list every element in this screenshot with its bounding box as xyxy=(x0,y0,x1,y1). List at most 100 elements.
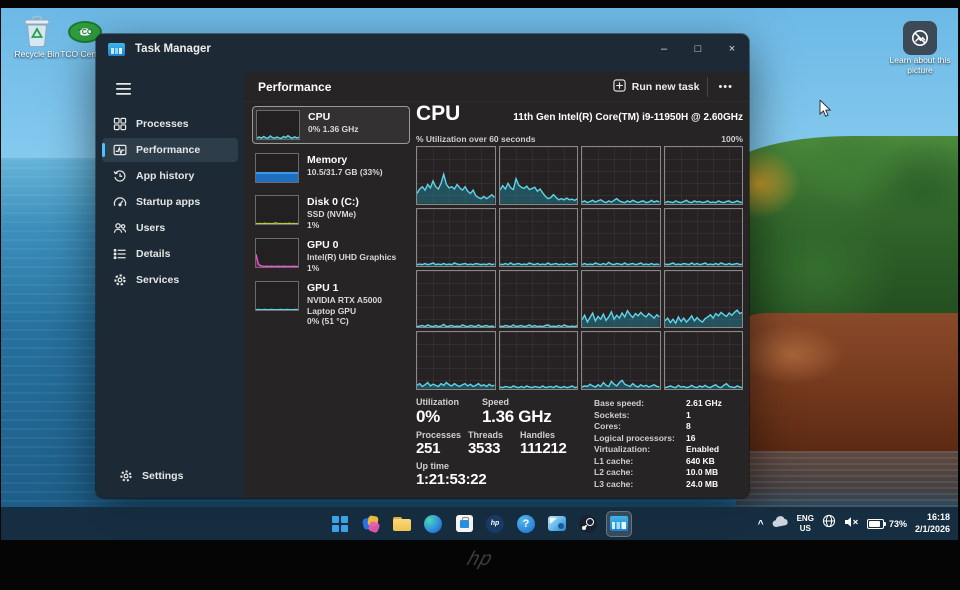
taskbar-app-task-manager[interactable] xyxy=(607,511,631,536)
stat-label: Sockets: xyxy=(594,409,630,420)
taskbar-app-mail[interactable] xyxy=(545,512,569,536)
device-item-gpu1[interactable]: GPU 1 NVIDIA RTX A5000 Laptop GPU 0% (51… xyxy=(252,278,410,330)
start-button[interactable] xyxy=(328,512,352,536)
stat-value: 0% xyxy=(416,407,440,426)
get-help-icon: ? xyxy=(517,514,535,533)
performance-icon xyxy=(112,143,127,158)
sidebar-item-performance[interactable]: Performance xyxy=(102,138,238,162)
network-globe-icon[interactable] xyxy=(822,514,836,533)
taskbar-app-edge[interactable] xyxy=(421,512,445,536)
taskbar-app-steam[interactable] xyxy=(576,512,600,536)
steam-icon xyxy=(579,514,597,533)
stat-value: 8 xyxy=(686,421,691,431)
sidebar-item-label: Services xyxy=(136,274,180,286)
cpu-graph-cell xyxy=(498,207,578,267)
device-item-gpu0[interactable]: GPU 0 Intel(R) UHD Graphics 1% xyxy=(252,235,410,276)
run-new-task-button[interactable]: Run new task xyxy=(605,75,708,99)
stat-label: Utilization xyxy=(416,397,459,407)
task-manager-icon xyxy=(610,516,628,531)
cpu-graph-cell xyxy=(498,146,578,205)
app-history-icon xyxy=(112,169,127,184)
stat-label: Cores: xyxy=(594,421,621,431)
stat-value: 3533 xyxy=(468,439,501,457)
sidebar-item-label: Startup apps xyxy=(136,196,201,208)
performance-panel: Performance Run new task ••• xyxy=(244,72,749,498)
desktop-icon-tco-certified[interactable]: TCO TCO Certifi... xyxy=(59,14,111,60)
battery-indicator[interactable]: 73% xyxy=(866,518,907,529)
minimize-button[interactable]: – xyxy=(660,43,668,55)
sidebar-item-label: Processes xyxy=(136,118,189,130)
windows-start-icon xyxy=(332,515,348,532)
stat-value: 16 xyxy=(686,432,696,443)
sidebar-item-processes[interactable]: Processes xyxy=(102,112,238,136)
cpu-graph-cell xyxy=(663,207,743,267)
memory-mini-graph xyxy=(255,153,299,183)
device-item-disk0[interactable]: Disk 0 (C:) SSD (NVMe) 1% xyxy=(252,192,410,233)
stat-label: Handles xyxy=(520,429,556,440)
taskbar-app-microsoft-store[interactable] xyxy=(452,512,476,536)
stat-label: Base speed: xyxy=(594,398,645,408)
hp-icon: hp xyxy=(486,514,504,533)
stat-label: Speed xyxy=(482,397,510,407)
onedrive-cloud-icon[interactable] xyxy=(772,515,789,533)
logical-processor-graphs[interactable] xyxy=(416,146,743,390)
desktop-icon-recycle-bin[interactable]: Recycle Bin xyxy=(11,14,63,60)
wallpaper-cliffs xyxy=(736,313,958,451)
window-titlebar[interactable]: Task Manager – □ × xyxy=(96,34,749,64)
desktop-icon-label: Recycle Bin xyxy=(14,50,60,59)
sidebar-item-startup-apps[interactable]: Startup apps xyxy=(102,190,238,214)
performance-device-list: CPU 0% 1.36 GHz Memory 10.5/31.7 GB (33%… xyxy=(252,102,412,498)
stat-value: 10.0 MB xyxy=(686,467,719,477)
cpu-graph-cell xyxy=(663,146,743,205)
desktop-icon-label: Learn about this picture xyxy=(889,56,951,75)
cpu-mini-graph xyxy=(256,110,300,140)
volume-muted-icon[interactable] xyxy=(844,515,859,533)
more-options-button[interactable]: ••• xyxy=(707,76,743,97)
sidebar-item-app-history[interactable]: App history xyxy=(102,164,238,188)
cpu-graph-cell xyxy=(663,331,743,390)
stat-label: Virtualization: xyxy=(594,444,651,454)
cpu-stats: Utilization 0% Speed 1.36 GHz xyxy=(416,397,743,490)
taskbar-app-file-explorer[interactable] xyxy=(390,512,414,536)
hamburger-menu-icon[interactable] xyxy=(110,76,136,102)
cpu-graph-cell xyxy=(498,269,578,329)
taskbar-app-get-help[interactable]: ? xyxy=(514,512,538,536)
sidebar-item-services[interactable]: Services xyxy=(102,268,238,292)
processes-icon xyxy=(112,117,127,132)
edge-icon xyxy=(424,514,442,533)
sidebar-item-details[interactable]: Details xyxy=(102,242,238,266)
gpu0-mini-graph xyxy=(255,238,299,268)
taskbar-app-photos[interactable] xyxy=(359,512,383,536)
sidebar-item-label: Details xyxy=(136,248,171,260)
cpu-processor-name: 11th Gen Intel(R) Core(TM) i9-11950H @ 2… xyxy=(513,112,743,123)
device-item-memory[interactable]: Memory 10.5/31.7 GB (33%) xyxy=(252,150,410,186)
sidebar-item-label: Performance xyxy=(136,144,201,156)
tray-overflow-chevron[interactable]: ^ xyxy=(757,519,764,530)
cpu-graph-cell xyxy=(581,146,661,205)
run-new-task-icon xyxy=(613,78,626,95)
language-indicator[interactable]: ENG US xyxy=(796,514,814,533)
photos-icon xyxy=(361,514,381,533)
device-item-cpu[interactable]: CPU 0% 1.36 GHz xyxy=(252,106,410,144)
desktop-icon-learn-about-picture[interactable]: Learn about this picture xyxy=(889,20,951,76)
users-icon xyxy=(112,221,127,236)
taskbar-app-hp[interactable]: hp xyxy=(483,512,507,536)
stat-label: Processes xyxy=(416,429,462,440)
stat-label: Logical processors: xyxy=(594,432,675,443)
task-manager-window: Task Manager – □ × xyxy=(96,34,749,498)
maximize-button[interactable]: □ xyxy=(694,43,702,55)
sidebar-item-settings[interactable]: Settings xyxy=(108,464,232,488)
close-button[interactable]: × xyxy=(728,43,736,55)
clock[interactable]: 16:18 2/1/2026 xyxy=(915,512,950,535)
graph-axis-label: % Utilization over 60 seconds xyxy=(416,134,536,144)
recycle-bin-icon xyxy=(11,14,63,50)
details-icon xyxy=(112,247,127,262)
stat-value: 1:21:53:22 xyxy=(416,470,487,488)
cpu-graph-cell xyxy=(581,331,661,390)
sidebar-item-label: Users xyxy=(136,222,166,234)
cpu-graph-cell xyxy=(498,331,578,390)
sidebar-item-users[interactable]: Users xyxy=(102,216,238,240)
stat-value: 1.36 GHz xyxy=(482,407,552,426)
sidebar-item-label: App history xyxy=(136,170,195,182)
